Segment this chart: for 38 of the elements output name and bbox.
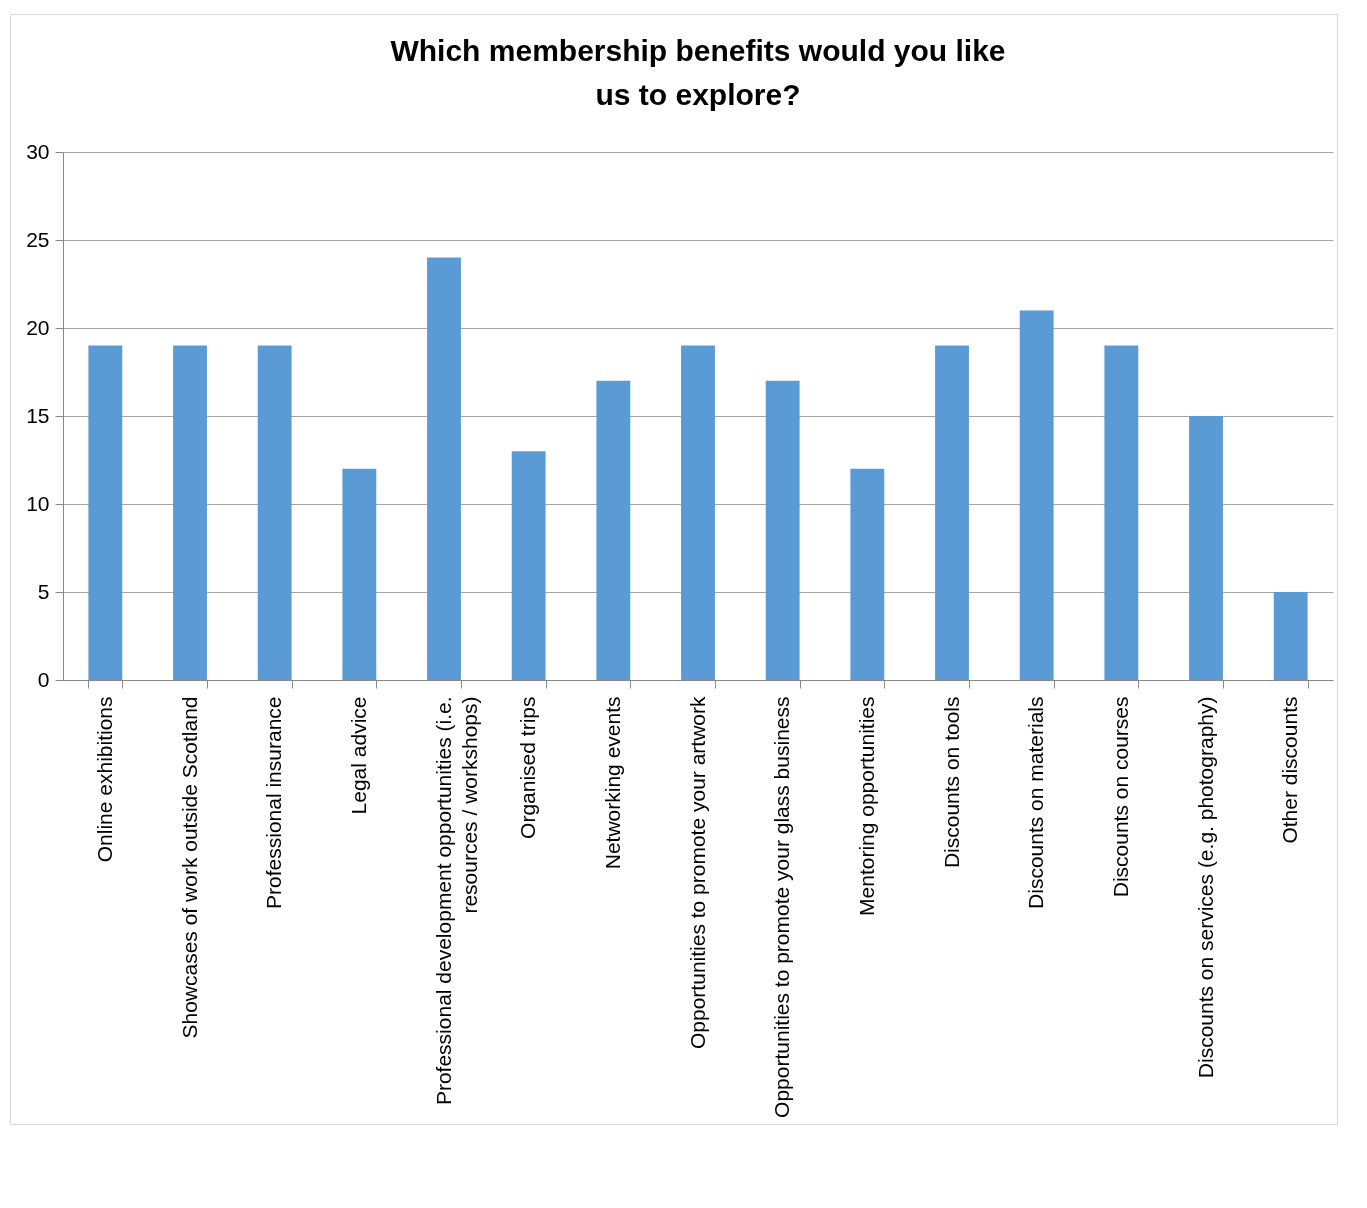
bar: [1189, 416, 1223, 680]
x-tick-label: Legal advice: [346, 696, 370, 815]
x-tick-label: Showcases of work outside Scotland: [177, 696, 201, 1039]
bar: [342, 468, 377, 680]
bar: [765, 380, 800, 680]
bar: [681, 345, 715, 680]
bar: [173, 345, 207, 680]
x-tick-label: Professional development opportunities (i.e. resources / workshops): [431, 696, 481, 1106]
bar: [1273, 592, 1308, 680]
chart-title: Which membership benefits would you like us to explore?: [390, 34, 1006, 111]
x-tick-label: Discounts on courses: [1108, 696, 1132, 898]
bar: [88, 345, 123, 680]
x-tick-label: Opportunities to promote your artwork: [685, 696, 709, 1049]
bar: [1104, 345, 1139, 680]
bar: [427, 257, 461, 680]
x-tick-label: Networking events: [600, 696, 624, 870]
y-tick-label: 20: [26, 315, 50, 339]
bar: [1019, 310, 1054, 680]
y-tick-label: 30: [26, 139, 50, 163]
x-tick-label: Discounts on services (e.g. photography): [1193, 696, 1217, 1079]
bar: [596, 380, 631, 680]
bar: [935, 345, 969, 680]
x-tick-label: Professional insurance: [262, 696, 286, 909]
y-tick-label: 10: [26, 491, 50, 515]
y-tick-label: 15: [26, 403, 50, 427]
x-tick-label: Online exhibitions: [92, 696, 116, 863]
x-tick-label: Opportunities to promote your glass business: [770, 696, 794, 1118]
x-tick-label: Other discounts: [1278, 696, 1302, 844]
bar: [257, 345, 292, 680]
y-tick-label: 5: [37, 579, 50, 603]
bar: [850, 468, 885, 680]
y-tick-label: 25: [26, 227, 50, 251]
x-tick-label: Discounts on materials: [1024, 696, 1048, 909]
x-tick-label: Discounts on tools: [939, 696, 963, 869]
y-tick-label: 0: [37, 667, 50, 691]
x-tick-label: Organised trips: [516, 696, 540, 839]
x-tick-label: Mentoring opportunities: [854, 696, 878, 916]
bar: [511, 451, 546, 680]
